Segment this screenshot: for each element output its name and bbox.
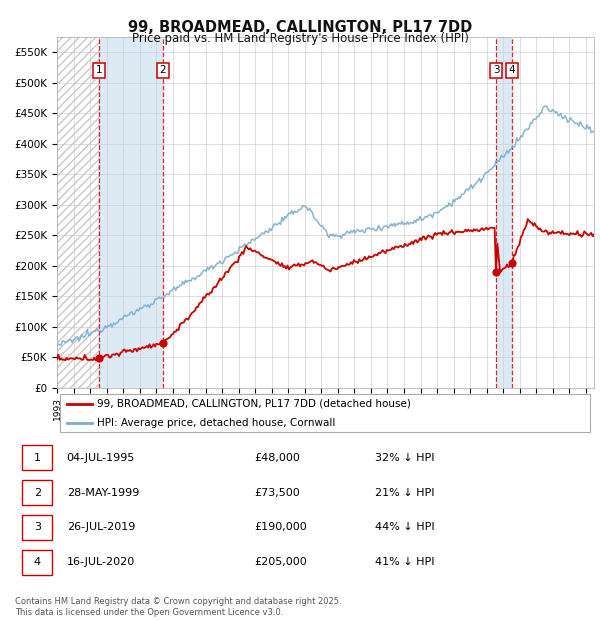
Text: £48,000: £48,000 bbox=[254, 453, 300, 463]
Text: £73,500: £73,500 bbox=[254, 487, 299, 497]
Text: 28-MAY-1999: 28-MAY-1999 bbox=[67, 487, 139, 497]
Point bbox=[94, 353, 104, 363]
Text: £205,000: £205,000 bbox=[254, 557, 307, 567]
Point bbox=[491, 267, 501, 277]
Text: 99, BROADMEAD, CALLINGTON, PL17 7DD (detached house): 99, BROADMEAD, CALLINGTON, PL17 7DD (det… bbox=[97, 399, 411, 409]
Text: HPI: Average price, detached house, Cornwall: HPI: Average price, detached house, Corn… bbox=[97, 418, 335, 428]
Text: 3: 3 bbox=[493, 66, 499, 76]
Text: 99, BROADMEAD, CALLINGTON, PL17 7DD: 99, BROADMEAD, CALLINGTON, PL17 7DD bbox=[128, 20, 472, 35]
Text: 1: 1 bbox=[95, 66, 102, 76]
Point bbox=[158, 338, 168, 348]
Point bbox=[507, 258, 517, 268]
Text: 41% ↓ HPI: 41% ↓ HPI bbox=[375, 557, 434, 567]
Text: Price paid vs. HM Land Registry's House Price Index (HPI): Price paid vs. HM Land Registry's House … bbox=[131, 32, 469, 45]
Text: 2: 2 bbox=[34, 487, 41, 497]
Text: 4: 4 bbox=[34, 557, 41, 567]
Bar bbox=[99, 37, 163, 387]
Bar bbox=[57, 37, 99, 387]
Text: £190,000: £190,000 bbox=[254, 523, 307, 533]
Text: Contains HM Land Registry data © Crown copyright and database right 2025.
This d: Contains HM Land Registry data © Crown c… bbox=[15, 598, 341, 617]
Text: 04-JUL-1995: 04-JUL-1995 bbox=[67, 453, 135, 463]
Text: 21% ↓ HPI: 21% ↓ HPI bbox=[375, 487, 434, 497]
FancyBboxPatch shape bbox=[22, 550, 52, 575]
FancyBboxPatch shape bbox=[22, 515, 52, 540]
Text: 1: 1 bbox=[34, 453, 41, 463]
Text: 2: 2 bbox=[160, 66, 166, 76]
Text: 32% ↓ HPI: 32% ↓ HPI bbox=[375, 453, 434, 463]
FancyBboxPatch shape bbox=[22, 480, 52, 505]
FancyBboxPatch shape bbox=[22, 445, 52, 470]
Text: 26-JUL-2019: 26-JUL-2019 bbox=[67, 523, 135, 533]
Text: 3: 3 bbox=[34, 523, 41, 533]
Text: 44% ↓ HPI: 44% ↓ HPI bbox=[375, 523, 434, 533]
Bar bbox=[496, 37, 512, 387]
Text: 16-JUL-2020: 16-JUL-2020 bbox=[67, 557, 135, 567]
FancyBboxPatch shape bbox=[59, 394, 590, 432]
Text: 4: 4 bbox=[509, 66, 515, 76]
